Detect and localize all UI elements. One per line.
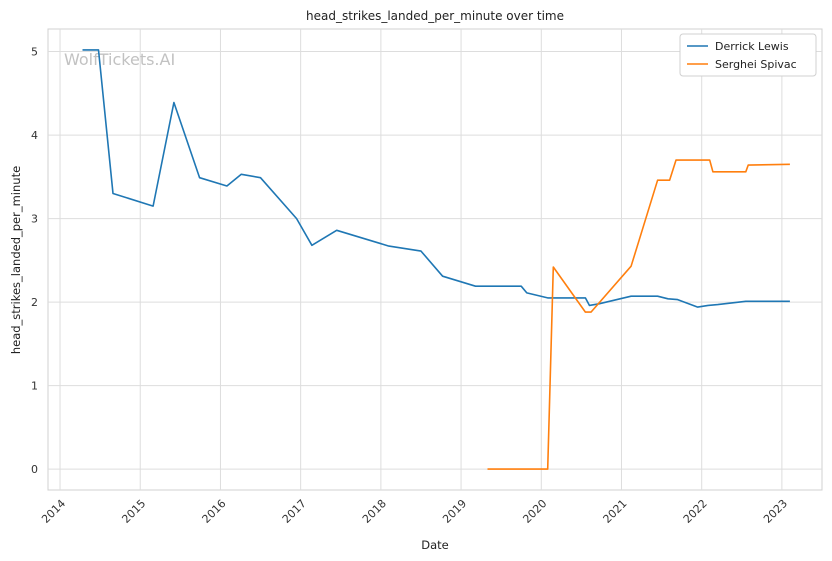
x-gridlines xyxy=(59,29,783,490)
y-axis-label: head_strikes_landed_per_minute xyxy=(9,166,23,354)
y-tick-label: 3 xyxy=(31,213,38,226)
legend-label: Derrick Lewis xyxy=(715,40,789,53)
series-line-derrick-lewis xyxy=(82,49,790,308)
x-axis-label: Date xyxy=(421,538,449,552)
watermark-text: WolfTickets.AI xyxy=(64,50,175,69)
y-tick-label: 2 xyxy=(31,296,38,309)
y-tick-label: 0 xyxy=(31,463,38,476)
y-tick-label: 5 xyxy=(31,46,38,59)
y-tick-label: 1 xyxy=(31,380,38,393)
chart-title: head_strikes_landed_per_minute over time xyxy=(306,9,564,23)
series-line-serghei-spivac xyxy=(487,159,790,470)
legend-box xyxy=(679,33,817,77)
legend-label: Serghei Spivac xyxy=(715,58,797,71)
plot-area xyxy=(47,28,823,491)
y-tick-label: 4 xyxy=(31,129,38,142)
y-gridlines xyxy=(48,51,822,470)
y-axis-ticks: 0 1 2 3 4 5 xyxy=(31,46,38,477)
legend: Derrick Lewis Serghei Spivac xyxy=(679,33,817,77)
series-layer xyxy=(82,49,790,470)
